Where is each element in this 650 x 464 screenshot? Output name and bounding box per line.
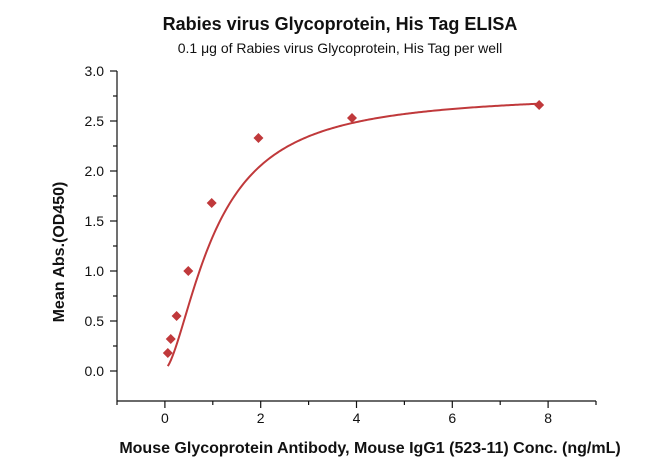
- x-tick-label: 4: [353, 410, 361, 426]
- x-axis-label: Mouse Glycoprotein Antibody, Mouse IgG1 …: [119, 440, 620, 457]
- data-point: [171, 311, 182, 321]
- x-tick-label: 8: [544, 410, 552, 426]
- y-axis-label: Mean Abs.(OD450): [51, 182, 68, 323]
- y-tick-label: 0.5: [85, 313, 105, 329]
- x-tick-label: 0: [161, 410, 169, 426]
- data-point: [165, 334, 176, 344]
- x-tick-label: 6: [448, 410, 456, 426]
- y-tick-label: 1.5: [85, 213, 105, 229]
- chart-subtitle: 0.1 μg of Rabies virus Glycoprotein, His…: [178, 40, 503, 56]
- y-tick-label: 1.0: [85, 263, 105, 279]
- y-tick-label: 2.0: [85, 163, 105, 179]
- data-point: [346, 113, 357, 123]
- y-tick-label: 2.5: [85, 113, 105, 129]
- fit-curve: [166, 102, 540, 367]
- data-point: [162, 348, 173, 358]
- x-tick-label: 2: [257, 410, 265, 426]
- x-axis-ticks: 0 2 4 6 8: [116, 401, 597, 426]
- data-point: [253, 133, 264, 143]
- y-axis-ticks: 0.0 0.5 1.0 1.5 2.0 2.5 3.0: [85, 63, 117, 379]
- data-point: [206, 198, 217, 208]
- data-points: [162, 100, 545, 358]
- plot-area: 0.0 0.5 1.0 1.5 2.0 2.5 3.0 0 2 4 6 8: [85, 63, 597, 426]
- data-point: [534, 100, 545, 110]
- y-tick-label: 0.0: [85, 363, 105, 379]
- data-point: [183, 266, 194, 276]
- chart-title: Rabies virus Glycoprotein, His Tag ELISA: [163, 14, 518, 34]
- y-tick-label: 3.0: [85, 63, 105, 79]
